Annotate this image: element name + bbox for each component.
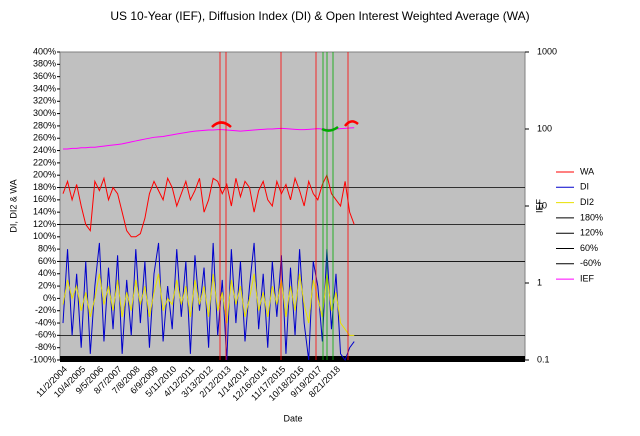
legend-label: 120% [580,228,603,238]
signal-arc [344,120,359,127]
y2-axis-title: IEF [534,199,544,214]
legend-label: -60% [580,258,601,268]
y-tick-label: 220% [33,157,56,167]
legend-label: DI2 [580,197,594,207]
signal-arc [211,121,232,128]
y-tick-label: 0% [43,293,56,303]
y-tick-label: 40% [38,268,56,278]
chart-title: US 10-Year (IEF), Diffusion Index (DI) &… [110,9,529,23]
y2-tick-label: 100 [537,123,552,133]
y-tick-label: 240% [33,145,56,155]
series-line [63,127,355,150]
y-tick-label: -60% [35,330,56,340]
series-line [62,273,355,336]
legend-label: 60% [580,243,598,253]
y-tick-label: 20% [38,280,56,290]
y-tick-label: 60% [38,256,56,266]
y-tick-label: 200% [33,170,56,180]
y2-tick-label: 0.1 [537,354,550,364]
x-axis-bar [60,356,525,362]
y-tick-label: 340% [33,83,56,93]
y-tick-label: 120% [33,219,56,229]
y-tick-label: 260% [33,133,56,143]
legend-label: 180% [580,212,603,222]
x-axis-title: Date [283,413,302,423]
y-tick-label: 380% [33,59,56,69]
signal-arc [321,125,339,132]
y-tick-label: 80% [38,243,56,253]
legend-label: WA [580,166,594,176]
y-tick-label: 100% [33,231,56,241]
legend-label: DI [580,182,589,192]
plot-area [59,51,526,361]
y-tick-label: 360% [33,71,56,81]
y-tick-label: -40% [35,317,56,327]
y-tick-label: 400% [33,46,56,56]
y-tick-label: 300% [33,108,56,118]
y-tick-label: 140% [33,207,56,217]
series-line [62,242,355,362]
y2-tick-label: 10 [537,200,547,210]
y-tick-label: 320% [33,96,56,106]
legend-label: IEF [580,273,595,283]
y2-tick-label: 1000 [537,46,557,56]
signal-markers [211,52,359,360]
y-tick-label: -80% [35,342,56,352]
y-tick-label: 280% [33,120,56,130]
y2-tick-label: 1 [537,277,542,287]
y-tick-label: -100% [30,354,56,364]
y-tick-label: -20% [35,305,56,315]
y-axis-title: DI, DI2 & WA [8,179,18,232]
y-tick-label: 160% [33,194,56,204]
y-tick-label: 180% [33,182,56,192]
series-line [62,173,355,238]
